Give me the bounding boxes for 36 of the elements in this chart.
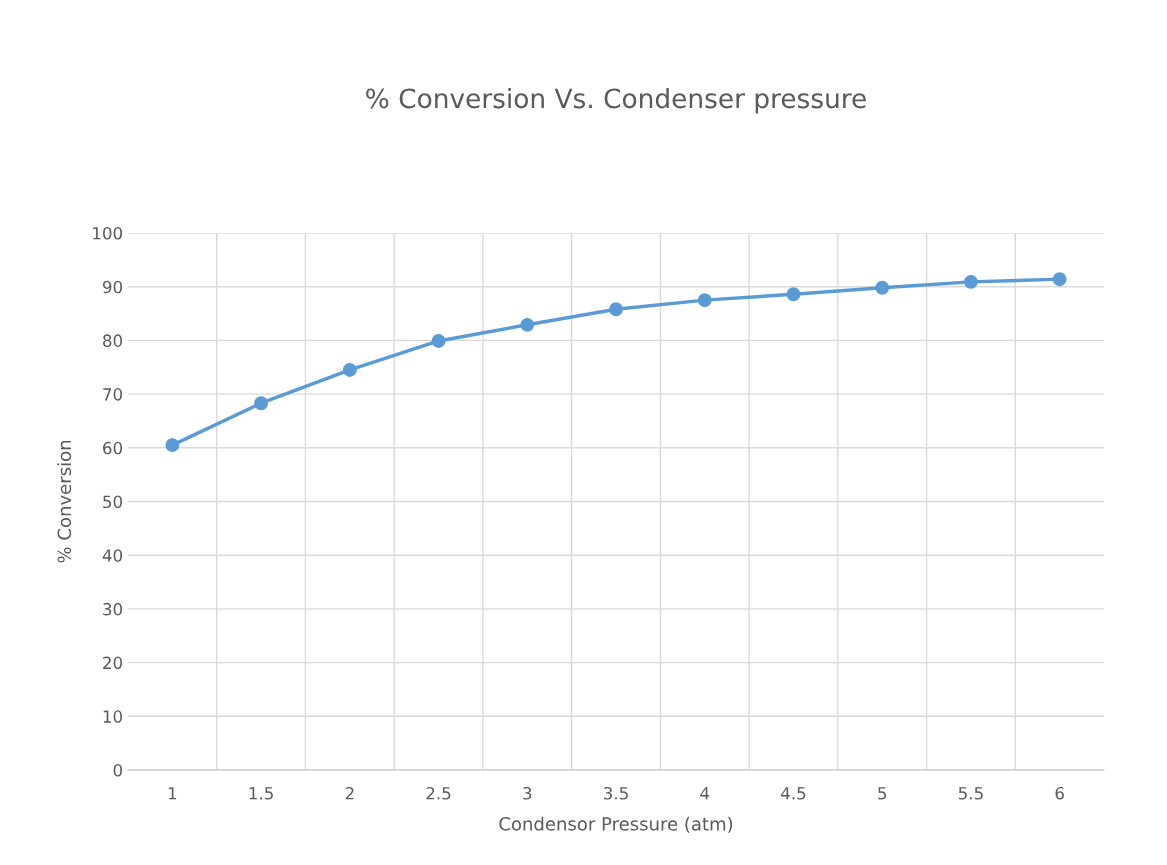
point [520, 317, 535, 332]
x-axis-title: Condensor Pressure (atm) [499, 816, 733, 833]
x-tick-label: 3.5 [604, 786, 628, 800]
y-tick-label: 10 [103, 710, 123, 723]
x-tick-label: 3 [523, 786, 532, 800]
x-tick-label: 2.5 [426, 786, 451, 800]
point [254, 396, 269, 411]
point [165, 438, 180, 453]
y-tick-label: 30 [103, 602, 123, 616]
y-tick-label: 60 [103, 441, 123, 455]
point [342, 362, 357, 377]
x-tick-label: 5.5 [958, 787, 983, 800]
x-tick-label: 1.5 [249, 787, 273, 800]
x-tick-label: 4.5 [781, 787, 806, 800]
point [431, 333, 446, 348]
y-tick-label: 100 [93, 226, 123, 240]
point [1052, 272, 1067, 287]
x-tick-label: 5 [878, 787, 887, 800]
x-tick-label: 2 [345, 786, 354, 800]
x-tick-label: 1 [168, 787, 177, 800]
chart-title: % Conversion Vs. Condenser pressure [366, 87, 866, 114]
y-tick-label: 40 [102, 549, 123, 562]
y-tick-label: 50 [103, 495, 123, 509]
point [875, 280, 890, 295]
y-axis-title: % Conversion [57, 440, 72, 563]
point [697, 293, 712, 308]
x-tick-label: 4 [700, 787, 710, 800]
point [609, 302, 623, 317]
y-tick-label: 20 [103, 656, 123, 670]
y-tick-label: 80 [103, 334, 123, 347]
point [963, 274, 978, 289]
x-tick-label: 6 [1055, 786, 1064, 800]
y-tick-label: 70 [103, 388, 123, 401]
y-tick-label: 0 [113, 763, 123, 777]
y-tick-label: 90 [102, 280, 123, 294]
point [786, 287, 801, 302]
